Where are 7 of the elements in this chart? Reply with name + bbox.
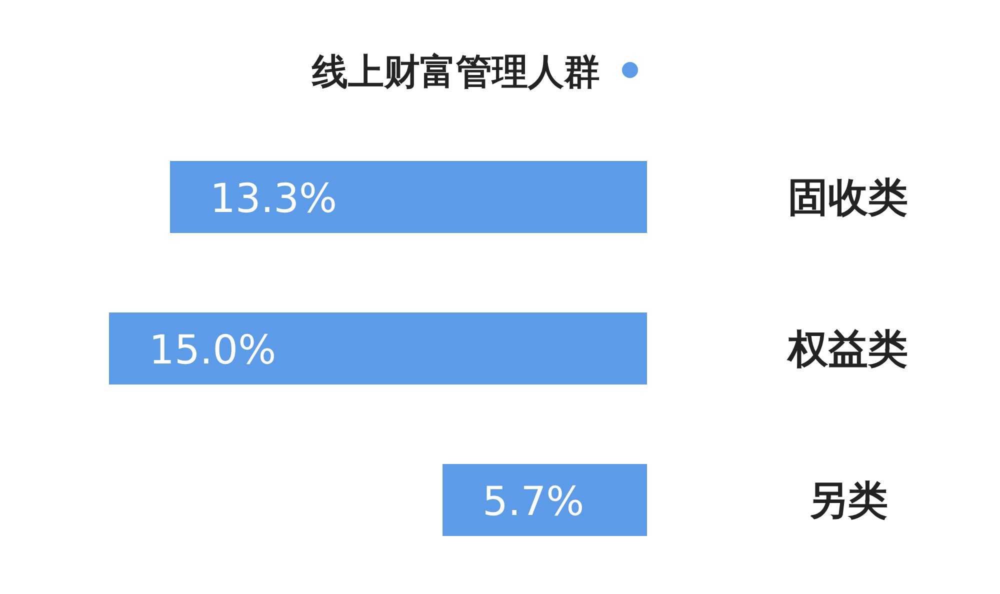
y-tick-label: 固收类 (788, 175, 908, 221)
data-label: 13.3% (210, 176, 338, 222)
data-label: 5.7% (482, 479, 584, 525)
data-label: 15.0% (149, 328, 276, 374)
legend-label: 线上财富管理人群 (311, 52, 600, 93)
y-tick-label: 另类 (808, 478, 888, 524)
y-tick-label: 权益类 (786, 326, 908, 372)
